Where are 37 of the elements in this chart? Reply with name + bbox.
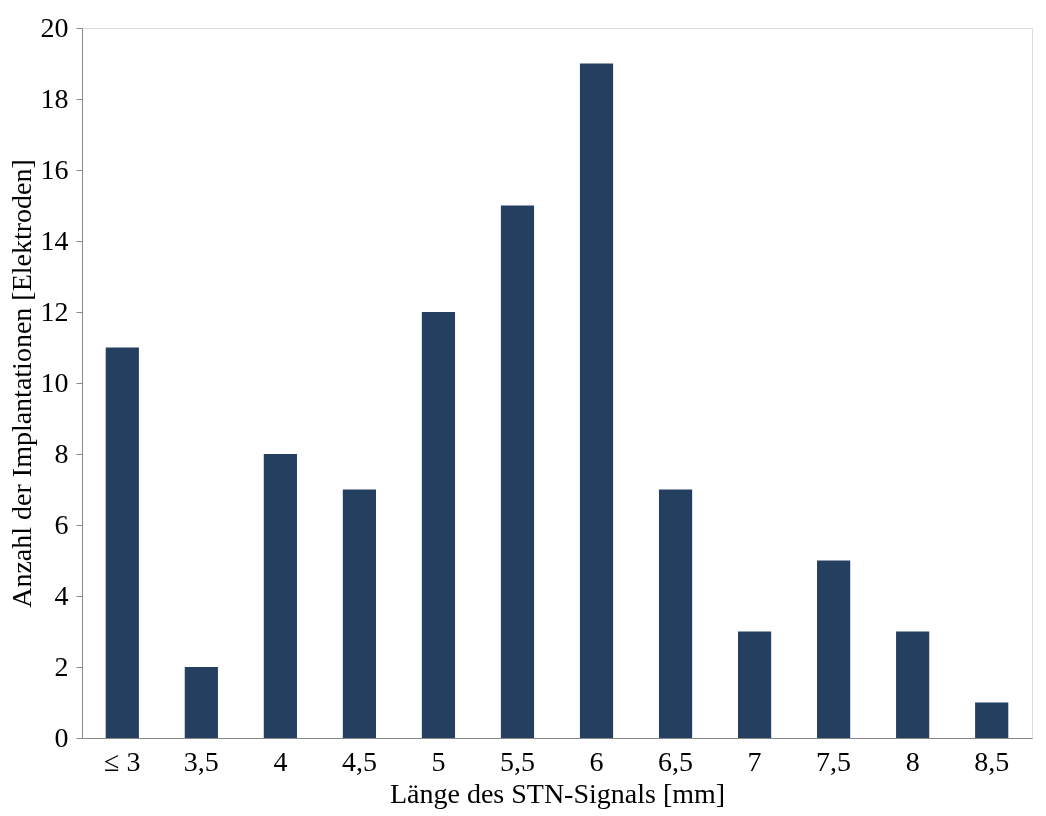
x-tick-label: ≤ 3 (104, 745, 141, 777)
x-tick-label: 4,5 (341, 745, 377, 777)
x-tick-label: 5 (431, 745, 446, 777)
bar (184, 667, 218, 738)
y-tick-label: 18 (40, 82, 69, 114)
bar (658, 489, 693, 738)
x-tick-label: 3,5 (183, 745, 219, 777)
bar (105, 347, 139, 738)
y-tick-label: 8 (54, 437, 69, 469)
bar (975, 702, 1009, 738)
x-tick-label: 6 (589, 745, 604, 777)
bar (421, 312, 456, 738)
y-axis-title: Anzahl der Implantationen [Elektroden] (5, 159, 37, 608)
x-tick-label: 7,5 (816, 745, 852, 777)
x-tick-label: 8,5 (974, 745, 1010, 777)
bar (263, 454, 297, 738)
bar (896, 631, 930, 738)
bar (817, 560, 851, 738)
x-tick-label: 7 (747, 745, 762, 777)
y-tick-label: 14 (40, 224, 69, 256)
x-tick-label: 6,5 (658, 745, 694, 777)
x-tick-label: 4 (273, 745, 288, 777)
y-tick-label: 4 (54, 579, 69, 611)
bar (342, 489, 377, 738)
bar (737, 631, 772, 738)
x-tick-label: 5,5 (499, 745, 535, 777)
y-tick-label: 20 (40, 11, 69, 43)
bar (500, 205, 535, 738)
bar (579, 63, 614, 738)
x-tick-label: 8 (905, 745, 920, 777)
y-tick-label: 0 (54, 721, 69, 753)
y-tick-label: 16 (40, 153, 69, 185)
y-tick-label: 12 (40, 295, 69, 327)
y-tick-label: 2 (54, 650, 69, 682)
x-axis-title: Länge des STN-Signals [mm] (389, 777, 726, 809)
y-tick-label: 10 (40, 366, 69, 398)
y-tick-label: 6 (54, 508, 69, 540)
